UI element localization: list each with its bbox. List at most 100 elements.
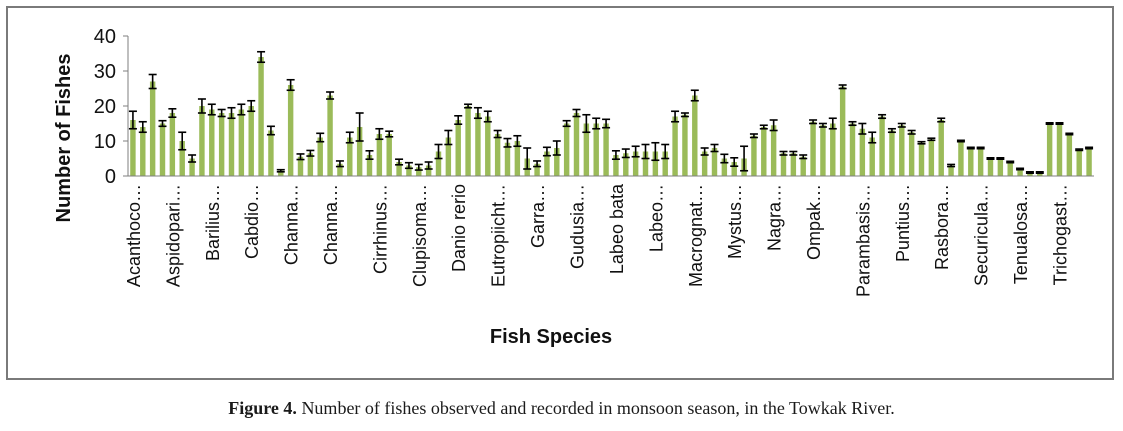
error-bar — [651, 141, 660, 162]
error-bar — [542, 146, 551, 157]
bar — [268, 130, 274, 176]
error-bar — [286, 78, 295, 92]
bar — [209, 109, 215, 176]
error-bar — [769, 119, 778, 132]
bar — [780, 153, 787, 176]
error-bar — [828, 117, 837, 130]
bar — [356, 127, 363, 176]
bar — [987, 158, 994, 176]
error-bar — [355, 112, 364, 142]
bar — [544, 151, 550, 176]
error-bar — [809, 119, 818, 125]
bar — [287, 85, 294, 176]
error-bar — [404, 161, 413, 170]
error-bar — [454, 115, 463, 125]
bar — [140, 127, 146, 176]
bar — [278, 170, 284, 176]
error-bar — [858, 122, 867, 135]
error-bar — [197, 98, 206, 114]
bar — [751, 135, 757, 176]
error-bar — [424, 161, 433, 170]
error-bar — [779, 150, 788, 156]
error-bar — [533, 160, 542, 168]
bar — [455, 120, 461, 176]
bar — [761, 127, 767, 176]
error-bar — [1035, 171, 1044, 174]
bar — [938, 120, 944, 176]
bar — [899, 125, 905, 176]
bar — [672, 116, 678, 176]
bar — [258, 57, 264, 176]
bar — [327, 95, 333, 176]
bar — [662, 151, 668, 176]
error-bar — [799, 154, 808, 160]
error-bar — [316, 132, 325, 143]
error-bar — [907, 129, 916, 135]
bar — [632, 151, 639, 176]
bar — [908, 132, 915, 176]
error-bar — [266, 125, 275, 136]
bar — [445, 137, 452, 176]
bar — [189, 158, 195, 176]
x-tick-label: Rasbora… — [932, 184, 952, 270]
bar — [554, 148, 560, 176]
bar — [1007, 162, 1013, 176]
x-tick-label: Parambasis… — [853, 184, 873, 297]
error-bar — [818, 122, 827, 128]
error-bar — [680, 112, 689, 118]
bar — [682, 114, 688, 176]
caption-text: Number of fishes observed and recorded i… — [296, 398, 895, 418]
bar — [770, 125, 777, 176]
bar — [623, 153, 629, 176]
error-bar — [572, 108, 581, 118]
bar — [1086, 148, 1092, 176]
error-bar — [927, 137, 936, 142]
chart-frame: 0 10 20 30 40 Acanthoco… Aspidopari… Barilius…… — [6, 6, 1114, 380]
y-tick-label: 20 — [94, 96, 116, 118]
x-tick-label: Ompak… — [804, 184, 824, 260]
bar — [563, 123, 570, 176]
x-tick-label: Gudusia… — [568, 184, 588, 269]
error-bar — [483, 110, 492, 123]
error-bar — [1055, 122, 1064, 125]
y-axis-ticks: 0 10 20 30 40 — [94, 26, 128, 188]
bar — [573, 113, 580, 176]
x-tick-label: Mystus… — [725, 184, 745, 259]
error-bar — [966, 146, 975, 150]
bar — [307, 153, 314, 176]
bar — [347, 137, 353, 176]
error-bar — [759, 124, 768, 130]
bar — [731, 162, 737, 176]
bar — [968, 148, 974, 176]
x-tick-label: Clupisoma… — [410, 184, 430, 287]
error-bar — [473, 106, 482, 120]
error-bar — [414, 163, 423, 171]
bar — [918, 142, 925, 176]
bar — [692, 95, 698, 176]
error-bar — [207, 103, 216, 116]
error-bar — [128, 110, 137, 130]
error-bar — [789, 150, 798, 156]
error-bar — [878, 113, 887, 120]
x-tick-label: Labeo bata — [607, 183, 627, 274]
x-tick-label: Cabdio… — [242, 184, 262, 259]
y-tick-label: 30 — [94, 61, 116, 83]
bar — [130, 120, 136, 176]
bar — [593, 123, 599, 176]
error-bar — [464, 103, 473, 109]
bar — [317, 137, 323, 176]
bar — [1076, 149, 1082, 176]
bar — [465, 106, 471, 176]
error-bar — [671, 110, 680, 123]
x-tick-label: Acanthoco… — [124, 184, 144, 287]
bar — [642, 151, 649, 176]
error-bar — [1016, 167, 1025, 171]
error-bar — [326, 91, 335, 100]
bar — [613, 155, 619, 176]
error-bar — [276, 168, 285, 173]
error-bar — [720, 153, 729, 164]
bar — [1046, 123, 1053, 176]
bar — [238, 109, 245, 176]
error-bar — [631, 145, 640, 158]
bar — [958, 141, 964, 176]
